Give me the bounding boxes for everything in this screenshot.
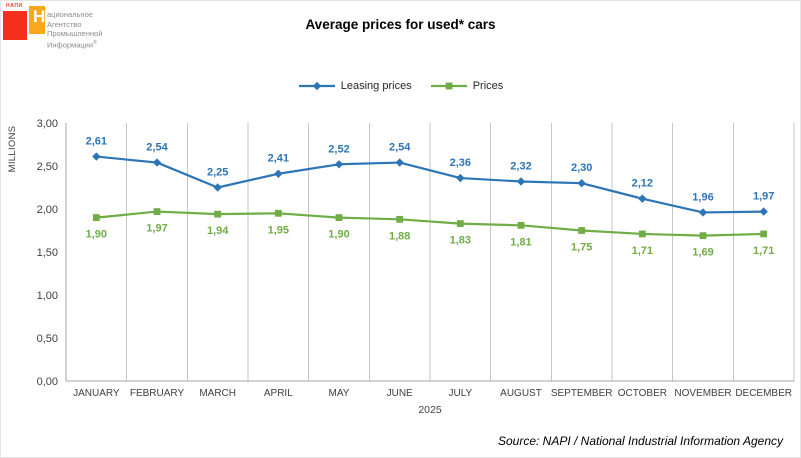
square-marker-icon: [638, 230, 646, 238]
legend-label: Prices: [472, 80, 504, 92]
diamond-marker-icon: [213, 183, 222, 192]
source-note: Source: NAPI / National Industrial Infor…: [497, 434, 783, 448]
square-marker-icon: [153, 208, 161, 215]
x-tick-label: SEPTEMBER: [551, 388, 613, 399]
square-marker-icon: [274, 209, 282, 217]
diamond-marker-icon: [274, 169, 283, 178]
data-label: 1,69: [692, 247, 713, 259]
square-marker-icon: [699, 232, 707, 240]
diamond-marker-icon: [395, 158, 404, 167]
data-label: 1,81: [510, 236, 531, 248]
napi-logo-line4: Информации®: [47, 39, 97, 50]
data-label: 2,30: [571, 162, 592, 174]
data-label: 2,12: [632, 178, 653, 190]
napi-logo-big-letter: Н: [33, 7, 46, 26]
data-label: 1,96: [692, 191, 713, 203]
y-tick-label: 1,00: [37, 290, 58, 302]
registered-mark-icon: ®: [93, 39, 97, 46]
data-label: 1,71: [753, 245, 774, 257]
x-tick-label: JUNE: [387, 388, 413, 399]
napi-logo: НАПИ Н ациональное Агентство Промышленно…: [1, 1, 131, 53]
series-line-prices: [95, 210, 765, 237]
data-label: 2,36: [450, 157, 471, 169]
data-label: 2,54: [146, 142, 168, 154]
x-tick-label: FEBRUARY: [130, 388, 185, 399]
data-label: 1,95: [268, 224, 289, 236]
data-label: 1,90: [328, 229, 349, 241]
y-tick-label: 0,50: [37, 333, 58, 345]
y-tick-label: 1,50: [37, 247, 58, 259]
square-marker-icon: [214, 210, 222, 218]
data-label: 1,83: [450, 235, 471, 247]
napi-logo-text: ациональное Агентство Промышленной Инфор…: [47, 10, 103, 50]
square-marker-icon: [517, 221, 525, 229]
diamond-marker-icon: [638, 194, 647, 203]
data-label: 2,32: [510, 160, 531, 172]
data-label: 2,54: [389, 142, 411, 154]
diamond-marker-icon: [334, 160, 344, 169]
napi-logo-line3: Промышленной: [47, 29, 103, 39]
square-marker-icon: [456, 220, 464, 228]
diamond-marker-icon: [759, 207, 768, 216]
square-marker-icon: [578, 227, 586, 234]
chart-legend: Leasing prices Prices: [1, 80, 800, 92]
data-label: 1,97: [753, 191, 774, 203]
napi-logo-orange-square: [29, 6, 45, 34]
square-marker-icon: [760, 230, 768, 238]
legend-line-square-icon: [430, 82, 467, 90]
y-tick-label: 2,00: [37, 204, 58, 216]
diamond-marker-icon: [92, 152, 101, 161]
y-tick-label: 2,50: [37, 161, 58, 173]
napi-logo-line1: ациональное: [47, 10, 93, 19]
data-label: 1,88: [389, 230, 410, 242]
x-tick-label: OCTOBER: [618, 388, 667, 399]
data-label: 2,52: [328, 143, 349, 155]
y-tick-label: 0,00: [37, 376, 58, 388]
diamond-marker-icon: [456, 173, 465, 183]
x-tick-label: DECEMBER: [735, 388, 792, 399]
legend-item-prices: Prices: [430, 80, 504, 92]
data-label: 1,90: [86, 229, 107, 241]
data-label: 1,97: [146, 223, 167, 235]
x-tick-label: NOVEMBER: [674, 388, 731, 399]
data-label: 1,94: [207, 225, 229, 237]
diamond-marker-icon: [516, 177, 526, 186]
x-tick-label: AUGUST: [500, 388, 542, 399]
x-tick-label: APRIL: [264, 388, 293, 399]
data-label: 2,61: [86, 136, 107, 148]
data-label: 2,41: [268, 153, 289, 165]
data-label: 1,71: [632, 245, 653, 257]
data-label: 2,25: [207, 167, 228, 179]
napi-logo-red-square: [3, 11, 27, 40]
x-axis-group-label: 2025: [418, 404, 442, 416]
legend-item-leasing-prices: Leasing prices: [298, 80, 412, 92]
diamond-marker-icon: [698, 208, 708, 217]
square-marker-icon: [335, 214, 343, 221]
series-line-leasing-prices: [95, 155, 765, 214]
x-tick-label: MARCH: [199, 388, 236, 399]
x-tick-label: JANUARY: [73, 388, 120, 399]
legend-line-diamond-icon: [298, 81, 335, 91]
x-tick-label: MAY: [329, 388, 350, 399]
x-tick-label: JULY: [448, 388, 472, 399]
chart-title: Average prices for used* cars: [305, 17, 496, 32]
y-tick-label: 3,00: [37, 118, 58, 130]
diamond-marker-icon: [152, 158, 162, 167]
y-axis-title: MILLIONS: [7, 126, 18, 173]
square-marker-icon: [396, 215, 404, 223]
diamond-marker-icon: [577, 179, 586, 188]
legend-label: Leasing prices: [340, 80, 412, 92]
data-label: 1,75: [571, 242, 592, 254]
napi-logo-abbr: НАПИ: [6, 3, 23, 9]
napi-logo-line2: Агентство: [47, 19, 82, 29]
square-marker-icon: [92, 214, 100, 221]
